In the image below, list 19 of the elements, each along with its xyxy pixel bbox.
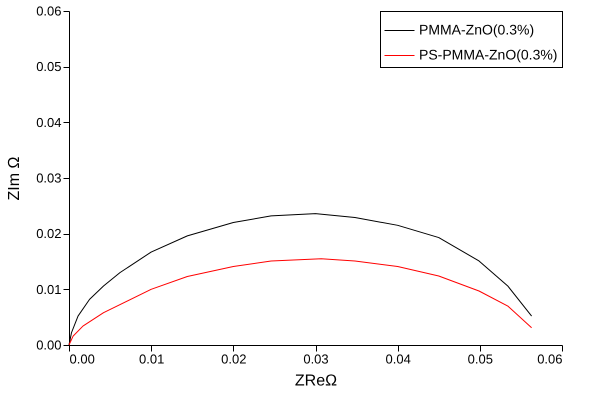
y-tick-label: 0.03	[36, 170, 62, 186]
y-tick-label: 0.05	[36, 59, 62, 74]
line-series	[68, 258, 532, 346]
y-tick-label: 0.01	[36, 282, 62, 297]
x-tick-label: 0.06	[537, 352, 562, 366]
y-tick-label: 0.00	[36, 338, 62, 352]
x-tick-label: 0.04	[386, 352, 411, 366]
legend-label: PMMA-ZnO(0.3%)	[419, 22, 534, 38]
x-tick-label: 0.00	[70, 352, 95, 366]
y-tick-label: 0.02	[36, 226, 62, 242]
y-tick-label: 0.06	[36, 4, 62, 18]
x-tick-label: 0.01	[139, 352, 164, 366]
x-tick-label: 0.02	[221, 352, 246, 366]
legend-label: PS-PMMA-ZnO(0.3%)	[419, 46, 558, 62]
x-tick-label: 0.03	[303, 352, 329, 366]
y-tick-label: 0.04	[36, 114, 62, 130]
x-tick-label: 0.05	[468, 352, 493, 366]
y-axis-title: ZIm Ω	[6, 156, 24, 200]
x-axis-title: ZReΩ	[294, 372, 338, 390]
